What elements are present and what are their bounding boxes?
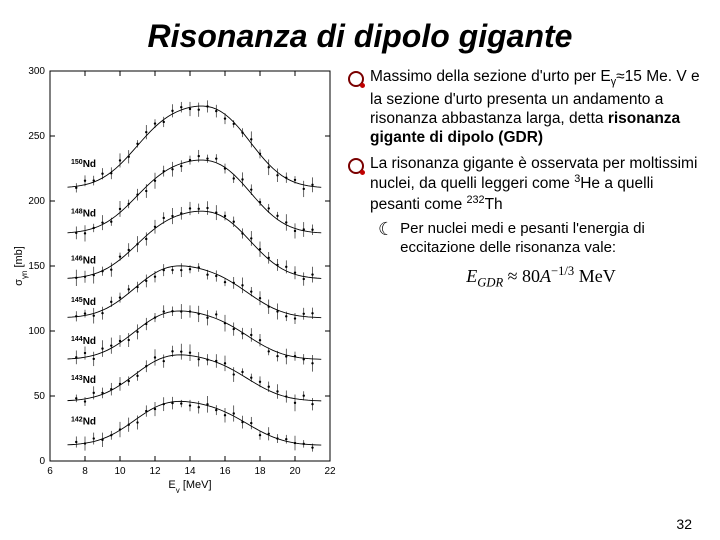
svg-text:8: 8 — [82, 466, 88, 477]
svg-text:6: 6 — [47, 466, 53, 477]
page-number: 32 — [676, 516, 692, 532]
svg-text:300: 300 — [28, 66, 45, 77]
svg-text:14: 14 — [184, 466, 196, 477]
svg-text:16: 16 — [219, 466, 231, 477]
svg-text:100: 100 — [28, 326, 45, 337]
sub-bullet-1-text: Per nuclei medi e pesanti l'energia di e… — [400, 220, 704, 258]
svg-text:143Nd: 143Nd — [71, 375, 96, 387]
svg-text:144Nd: 144Nd — [71, 336, 96, 348]
text-column: Massimo della sezione d'urto per Eγ≈15 M… — [338, 63, 712, 493]
bullet-1-text: Massimo della sezione d'urto per Eγ≈15 M… — [370, 67, 704, 148]
page-title: Risonanza di dipolo gigante — [0, 0, 720, 63]
bullet-1: Massimo della sezione d'urto per Eγ≈15 M… — [348, 67, 704, 148]
svg-text:10: 10 — [114, 466, 126, 477]
svg-text:145Nd: 145Nd — [71, 297, 96, 309]
svg-text:22: 22 — [324, 466, 336, 477]
moon-icon: ☾ — [378, 220, 394, 258]
bullet-icon — [348, 71, 364, 87]
svg-text:σγn [mb]: σγn [mb] — [13, 246, 29, 286]
svg-text:250: 250 — [28, 131, 45, 142]
svg-text:0: 0 — [39, 456, 45, 467]
svg-text:12: 12 — [149, 466, 161, 477]
bullet-2: La risonanza gigante è osservata per mol… — [348, 154, 704, 214]
svg-text:150Nd: 150Nd — [71, 159, 96, 171]
svg-text:148Nd: 148Nd — [71, 208, 96, 220]
cross-section-chart: 6 8 10 12 14 16 18 20 22 0 50 100 150 200 250 300 σγn [m… — [8, 63, 338, 493]
svg-text:150: 150 — [28, 261, 45, 272]
sub-bullet-1: ☾ Per nuclei medi e pesanti l'energia di… — [378, 220, 704, 258]
gdr-formula: EGDR ≈ 80A−1/3 MeV — [378, 264, 704, 291]
svg-text:20: 20 — [289, 466, 301, 477]
svg-text:18: 18 — [254, 466, 266, 477]
svg-text:Eγ [MeV]: Eγ [MeV] — [168, 479, 211, 493]
svg-text:142Nd: 142Nd — [71, 416, 96, 428]
svg-text:50: 50 — [34, 391, 46, 402]
bullet-2-text: La risonanza gigante è osservata per mol… — [370, 154, 704, 214]
bullet-icon — [348, 158, 364, 174]
svg-text:200: 200 — [28, 196, 45, 207]
svg-text:146Nd: 146Nd — [71, 255, 96, 267]
content-row: 6 8 10 12 14 16 18 20 22 0 50 100 150 200 250 300 σγn [m… — [0, 63, 720, 493]
